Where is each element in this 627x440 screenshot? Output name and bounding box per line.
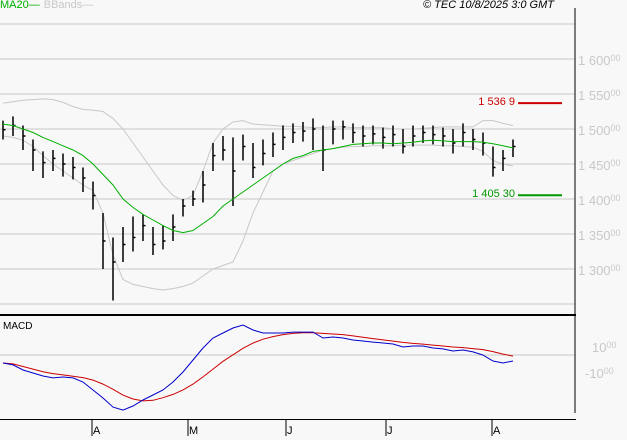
legend-bbands: BBands— (43, 0, 94, 11)
legend: MA20— BBands— (0, 0, 93, 11)
legend-bbands-label: BBands (43, 0, 83, 11)
macd-signal-line (2, 332, 514, 402)
copyright: © TEC 10/8/2025 3:0 GMT (423, 0, 554, 11)
x-tick-label: J (387, 425, 393, 437)
tick-value: 1 450 (578, 158, 611, 173)
tick-value: 1 350 (578, 228, 611, 243)
legend-ma20: MA20— (0, 0, 40, 11)
tick-value: 1 400 (578, 193, 611, 208)
tick-value: 10 (592, 340, 607, 355)
tick-value: 1 600 (578, 53, 611, 68)
price-tick-label: 1 50000 (578, 123, 621, 138)
tick-decimals: 00 (610, 53, 621, 63)
price-tick-label: 1 40000 (578, 193, 621, 208)
bband-lower-line (2, 135, 514, 291)
macd-line (2, 324, 514, 411)
tick-value: 1 500 (578, 123, 611, 138)
tick-value: -10 (585, 366, 604, 381)
tick-value: 1 550 (578, 88, 611, 103)
macd-title: MACD (3, 321, 33, 332)
price-tick-label: 1 60000 (578, 53, 621, 68)
price-tick-label: 1 45000 (578, 158, 621, 173)
x-tick-label: J (287, 425, 293, 437)
price-tick-label: 1 55000 (578, 88, 621, 103)
tick-decimals: 00 (610, 228, 621, 238)
price-tick-label: 1 35000 (578, 228, 621, 243)
tick-decimals: 00 (603, 366, 614, 376)
tick-decimals: 00 (610, 88, 621, 98)
legend-ma20-label: MA20 (0, 0, 29, 11)
tick-decimals: 00 (610, 123, 621, 133)
tick-decimals: 00 (606, 340, 617, 350)
x-tick-label: M (189, 425, 199, 437)
x-tick-label: A (93, 425, 101, 437)
macd-tick-label: -1000 (585, 366, 614, 381)
price-tick-label: 1 30000 (578, 263, 621, 278)
macd-tick-label: 1000 (592, 340, 616, 355)
bband-upper-line (2, 98, 514, 201)
price-level-label: 1 536 9 (478, 96, 515, 109)
ma20-line (2, 123, 514, 234)
tick-decimals: 00 (610, 193, 621, 203)
x-tick-label: A (493, 425, 501, 437)
tick-decimals: 00 (610, 263, 621, 273)
price-level-label: 1 405 30 (472, 188, 515, 201)
tick-value: 1 300 (578, 263, 611, 278)
tick-decimals: 00 (610, 158, 621, 168)
